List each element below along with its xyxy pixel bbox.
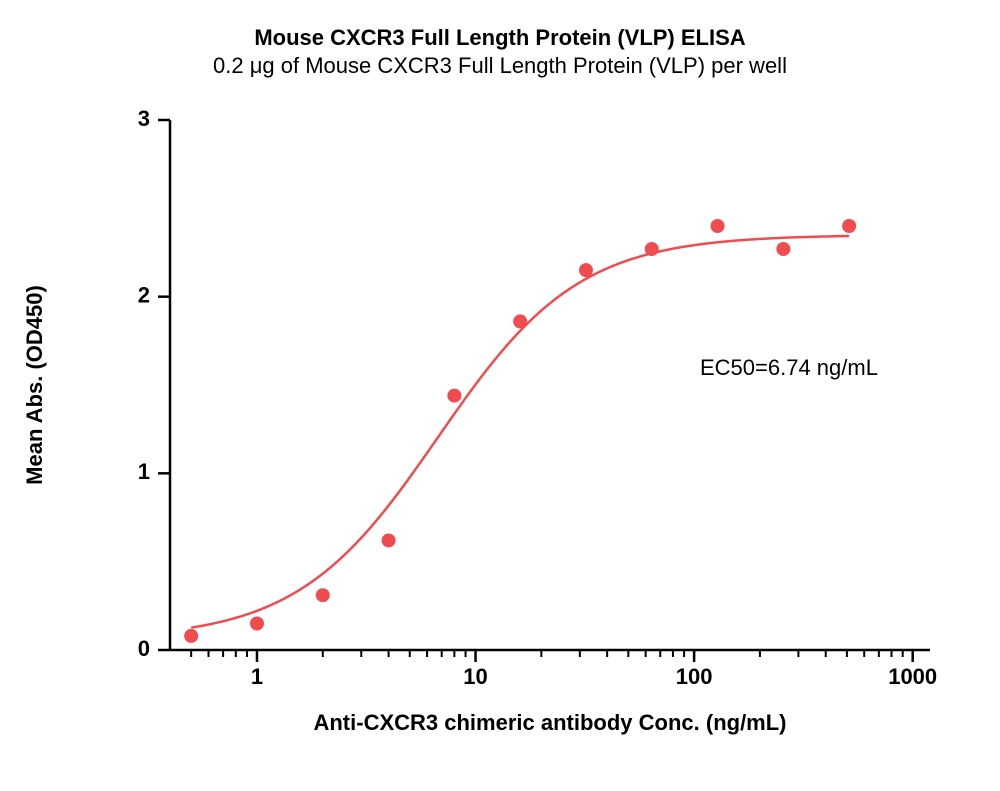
x-tick-label: 1000 (888, 664, 937, 689)
data-point (382, 533, 396, 547)
data-point (184, 629, 198, 643)
x-tick-label: 100 (676, 664, 713, 689)
data-point (447, 389, 461, 403)
fit-curve (191, 236, 849, 628)
data-point (842, 219, 856, 233)
data-point (711, 219, 725, 233)
chart-container: Mouse CXCR3 Full Length Protein (VLP) EL… (0, 0, 1000, 791)
plot-area: 01231101001000 (170, 120, 930, 650)
y-tick-label: 0 (138, 636, 150, 661)
data-point (579, 263, 593, 277)
y-tick-label: 1 (138, 459, 150, 484)
data-point (250, 617, 264, 631)
chart-subtitle: 0.2 μg of Mouse CXCR3 Full Length Protei… (0, 53, 1000, 79)
data-point (316, 588, 330, 602)
y-tick-label: 2 (138, 282, 150, 307)
y-tick-label: 3 (138, 106, 150, 131)
chart-title: Mouse CXCR3 Full Length Protein (VLP) EL… (0, 25, 1000, 51)
data-point (645, 242, 659, 256)
data-point (513, 314, 527, 328)
x-axis-label: Anti-CXCR3 chimeric antibody Conc. (ng/m… (170, 710, 930, 736)
y-axis-label: Mean Abs. (OD450) (22, 285, 48, 485)
title-block: Mouse CXCR3 Full Length Protein (VLP) EL… (0, 25, 1000, 79)
x-tick-label: 1 (251, 664, 263, 689)
data-point (776, 242, 790, 256)
x-tick-label: 10 (463, 664, 487, 689)
